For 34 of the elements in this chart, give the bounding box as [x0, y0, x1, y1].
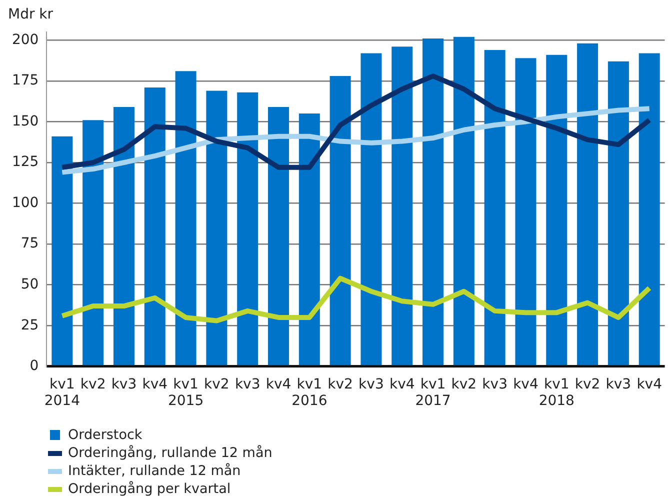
y-axis-title: Mdr kr: [8, 6, 54, 23]
legend-label: Orderingång per kvartal: [68, 480, 231, 498]
x-tick-label: kv4: [142, 376, 168, 392]
y-tick-label: 200: [12, 32, 39, 48]
y-tick-label: 175: [12, 72, 39, 89]
y-tick-label: 25: [20, 317, 39, 334]
legend-label: Orderstock: [68, 426, 142, 444]
x-tick-label: kv1 2014: [44, 376, 80, 410]
x-tick-label: kv2: [328, 376, 353, 392]
x-tick-label: kv4: [266, 376, 292, 392]
x-tick-label: kv3: [111, 376, 137, 392]
x-tick-label: kv3: [606, 376, 632, 392]
y-tick-label: 125: [12, 154, 39, 170]
x-tick-label: kv2: [451, 376, 477, 392]
x-tick-label: kv1 2016: [292, 376, 328, 410]
x-tick-label: kv1 2015: [168, 376, 204, 410]
x-tick-label: kv2: [80, 376, 106, 392]
y-tick-label: 0: [30, 358, 39, 374]
x-tick-label: kv3: [234, 376, 260, 392]
y-tick-label: 75: [20, 236, 39, 252]
x-tick-label: kv3: [482, 376, 508, 392]
x-tick-label: kv4: [389, 376, 415, 392]
y-tick-label: 50: [20, 276, 39, 292]
y-tick-label: 100: [12, 194, 39, 211]
legend-label: Orderingång, rullande 12 mån: [68, 444, 272, 462]
x-tick-label: kv2: [204, 376, 230, 392]
x-tick-label: kv2: [574, 376, 600, 392]
y-tick-label: 150: [12, 113, 39, 130]
x-tick-label: kv4: [513, 376, 538, 392]
x-tick-label: kv1 2017: [415, 376, 451, 410]
x-tick-label: kv1 2018: [538, 376, 574, 410]
x-tick-label: kv4: [636, 376, 662, 392]
x-tick-label: kv3: [358, 376, 384, 392]
legend-label: Intäkter, rullande 12 mån: [68, 462, 241, 480]
